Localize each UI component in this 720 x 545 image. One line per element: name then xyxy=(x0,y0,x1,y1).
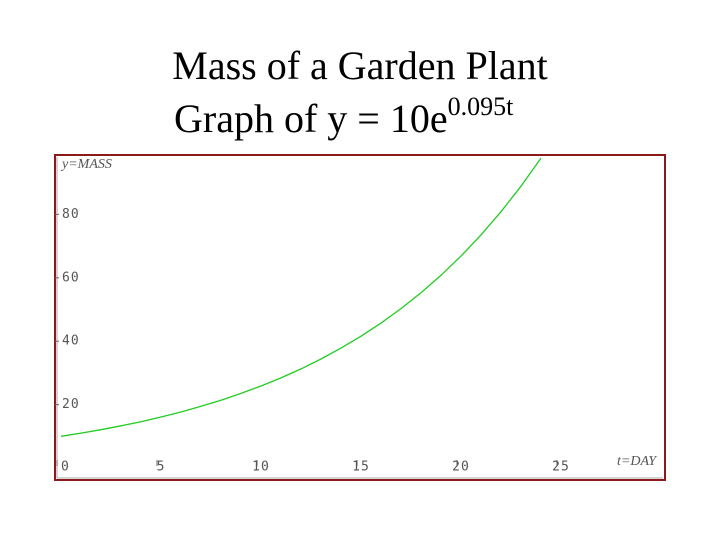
chart-title: Mass of a Garden Plant xyxy=(172,43,547,88)
x-tick-label: 5 xyxy=(157,460,166,475)
plot-frame xyxy=(54,154,666,481)
x-tick-label: 10 xyxy=(252,460,270,475)
x-tick-label: 15 xyxy=(352,460,370,475)
chart-subtitle: Graph of y = 10e0.095t xyxy=(174,92,514,141)
subtitle-exponent: 0.095t xyxy=(448,92,515,121)
x-tick-label: 20 xyxy=(452,460,470,475)
y-tick-label: 40 xyxy=(62,334,80,349)
y-tick-label: 20 xyxy=(62,397,80,412)
x-axis-label: t=DAY xyxy=(617,454,658,469)
subtitle-base: Graph of y = 10e xyxy=(174,96,448,141)
data-line xyxy=(60,157,542,437)
y-axis-label: y=MASS xyxy=(60,157,112,172)
y-tick-label: 60 xyxy=(62,270,80,285)
x-tick-label: 25 xyxy=(552,460,570,475)
plot: 20 40 60 80 0 5 10 15 20 25 y=MASS t=DAY xyxy=(55,157,663,479)
y-tick-label: 80 xyxy=(62,207,80,222)
x-tick-label: 0 xyxy=(61,460,70,475)
